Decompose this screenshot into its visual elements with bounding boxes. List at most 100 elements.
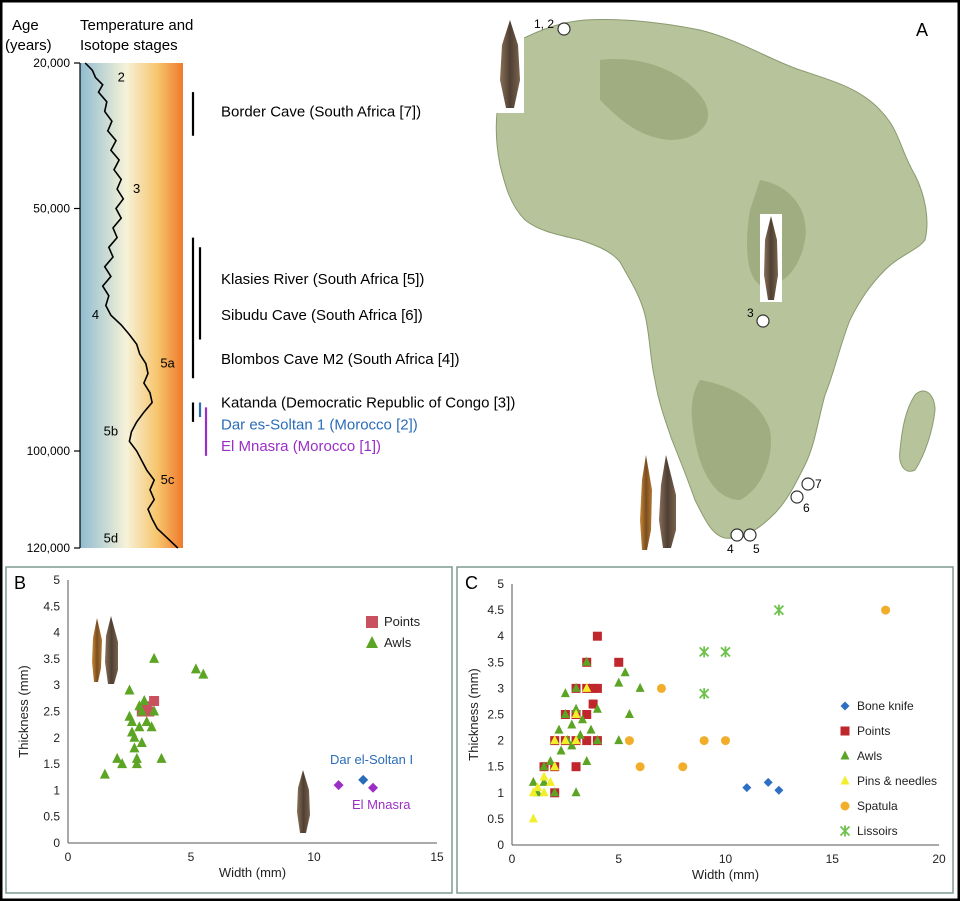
data-point <box>156 752 167 763</box>
site-labels: Border Cave (South Africa [7]) Klasies Ri… <box>221 104 515 456</box>
y-tick-label: 1 <box>53 783 60 797</box>
series-lissoirs <box>699 604 785 700</box>
data-point <box>592 631 602 641</box>
site-label: Katanda (Democratic Republic of Congo [3… <box>221 395 515 412</box>
data-point <box>144 706 155 717</box>
isotope-stage-label: 4 <box>92 307 99 322</box>
artifact-point-south-2 <box>659 455 676 548</box>
madagascar <box>899 390 936 472</box>
y-tick-label: 1 <box>497 786 504 800</box>
data-point <box>571 735 581 745</box>
x-tick-label: 20 <box>932 852 946 866</box>
y-axis-title: Thickness (mm) <box>16 665 31 757</box>
data-point <box>582 682 592 692</box>
data-point <box>614 677 624 687</box>
data-point <box>131 752 142 763</box>
y-tick-label: 2.5 <box>487 708 504 722</box>
artifact-point-central <box>764 216 778 300</box>
data-point <box>545 755 555 765</box>
data-point <box>571 787 581 797</box>
data-point <box>560 709 570 718</box>
x-tick-label: 10 <box>719 852 733 866</box>
data-point <box>571 682 581 692</box>
map-marker-4 <box>730 528 744 542</box>
data-point <box>720 646 731 658</box>
legend-entry: Awls <box>857 749 882 763</box>
data-point <box>550 735 560 745</box>
panel-b-plot: 0 0.5 1 1.5 2 2.5 3 3.5 4 4.5 5 0 5 10 15 Width (mm) Thi… <box>16 573 444 880</box>
site-label: Border Cave (South Africa [7]) <box>221 104 421 121</box>
data-point <box>721 736 730 746</box>
data-point <box>124 684 135 695</box>
data-point <box>126 716 137 727</box>
panel-c-border <box>456 566 954 894</box>
data-point <box>678 762 688 772</box>
data-point <box>198 668 209 679</box>
legend-marker <box>839 825 851 837</box>
data-point <box>556 745 566 755</box>
site-label: Dar es-Soltan 1 (Morocco [2]) <box>221 416 418 433</box>
data-point <box>614 735 624 745</box>
y-tick-label: 4 <box>53 626 60 640</box>
panel-c-plot: 0 0.5 1 1.5 2 2.5 3 3.5 4 4.5 5 0 5 10 15 20 Width (mm) T… <box>466 577 946 882</box>
panel-b: B 0 0.5 1 1.5 2 2.5 3 3.5 4 4.5 5 0 5 10 15 Width (mm) T… <box>5 566 453 894</box>
panel-a-label: A <box>916 20 928 40</box>
y-tick-label: 3 <box>53 678 60 692</box>
data-point <box>575 729 585 739</box>
y-tick-label: 3.5 <box>487 655 504 669</box>
x-tick-label: 15 <box>826 852 840 866</box>
data-point <box>582 736 592 746</box>
legend-marker <box>840 750 850 760</box>
panel-c-label: C <box>465 573 478 593</box>
legend-marker <box>840 775 850 785</box>
series-awls <box>99 652 209 779</box>
data-point <box>539 776 549 786</box>
x-axis-title: Width (mm) <box>219 865 286 880</box>
data-point <box>149 652 160 663</box>
data-point <box>571 709 581 718</box>
age-axis-ticks: 20,000 50,000 100,000 120,000 <box>27 56 80 555</box>
y-tick-label: 2 <box>53 731 60 745</box>
data-point <box>333 780 344 791</box>
data-point <box>774 785 784 795</box>
series-spatula <box>624 605 891 772</box>
temperature-curve <box>84 62 179 549</box>
x-tick-label: 0 <box>65 850 72 864</box>
series-bone-knife <box>742 777 784 795</box>
site-label: Sibudu Cave (South Africa [6]) <box>221 307 423 324</box>
data-point <box>582 755 592 765</box>
header-temp-line1: Temperature and <box>80 17 193 34</box>
y-tick-label: 5 <box>497 577 504 591</box>
y-tick-label: 2.5 <box>43 705 60 719</box>
site-label: Klasies River (South Africa [5]) <box>221 271 424 288</box>
data-point <box>614 657 624 667</box>
data-point <box>554 724 564 734</box>
data-point <box>567 740 577 750</box>
data-point <box>592 703 602 713</box>
data-point <box>763 777 773 787</box>
point-annotation: Dar el-Soltan I <box>330 752 413 767</box>
data-point <box>533 782 543 792</box>
site-label: El Mnasra (Morocco [1]) <box>221 438 381 455</box>
x-tick-label: 0 <box>509 852 516 866</box>
data-point <box>586 724 596 734</box>
data-point <box>550 787 560 797</box>
africa-map: 1, 2 3 4 5 6 7 <box>495 17 936 556</box>
y-tick-label: 0 <box>497 838 504 852</box>
data-point <box>149 705 160 716</box>
y-tick-label: 3 <box>497 681 504 695</box>
age-tick-label: 20,000 <box>33 56 70 70</box>
data-point <box>588 699 598 709</box>
y-tick-label: 0 <box>53 836 60 850</box>
data-point <box>136 705 147 716</box>
y-axis-title: Thickness (mm) <box>466 668 481 760</box>
data-point <box>134 721 145 732</box>
data-point <box>539 787 549 797</box>
data-point <box>131 758 142 769</box>
chart-legend: Bone knife Points Awls Pins & needles Spatul… <box>839 699 937 838</box>
data-point <box>528 787 538 797</box>
data-point <box>699 688 710 700</box>
y-tick-label: 2 <box>497 734 504 748</box>
y-tick-label: 0.5 <box>43 810 60 824</box>
